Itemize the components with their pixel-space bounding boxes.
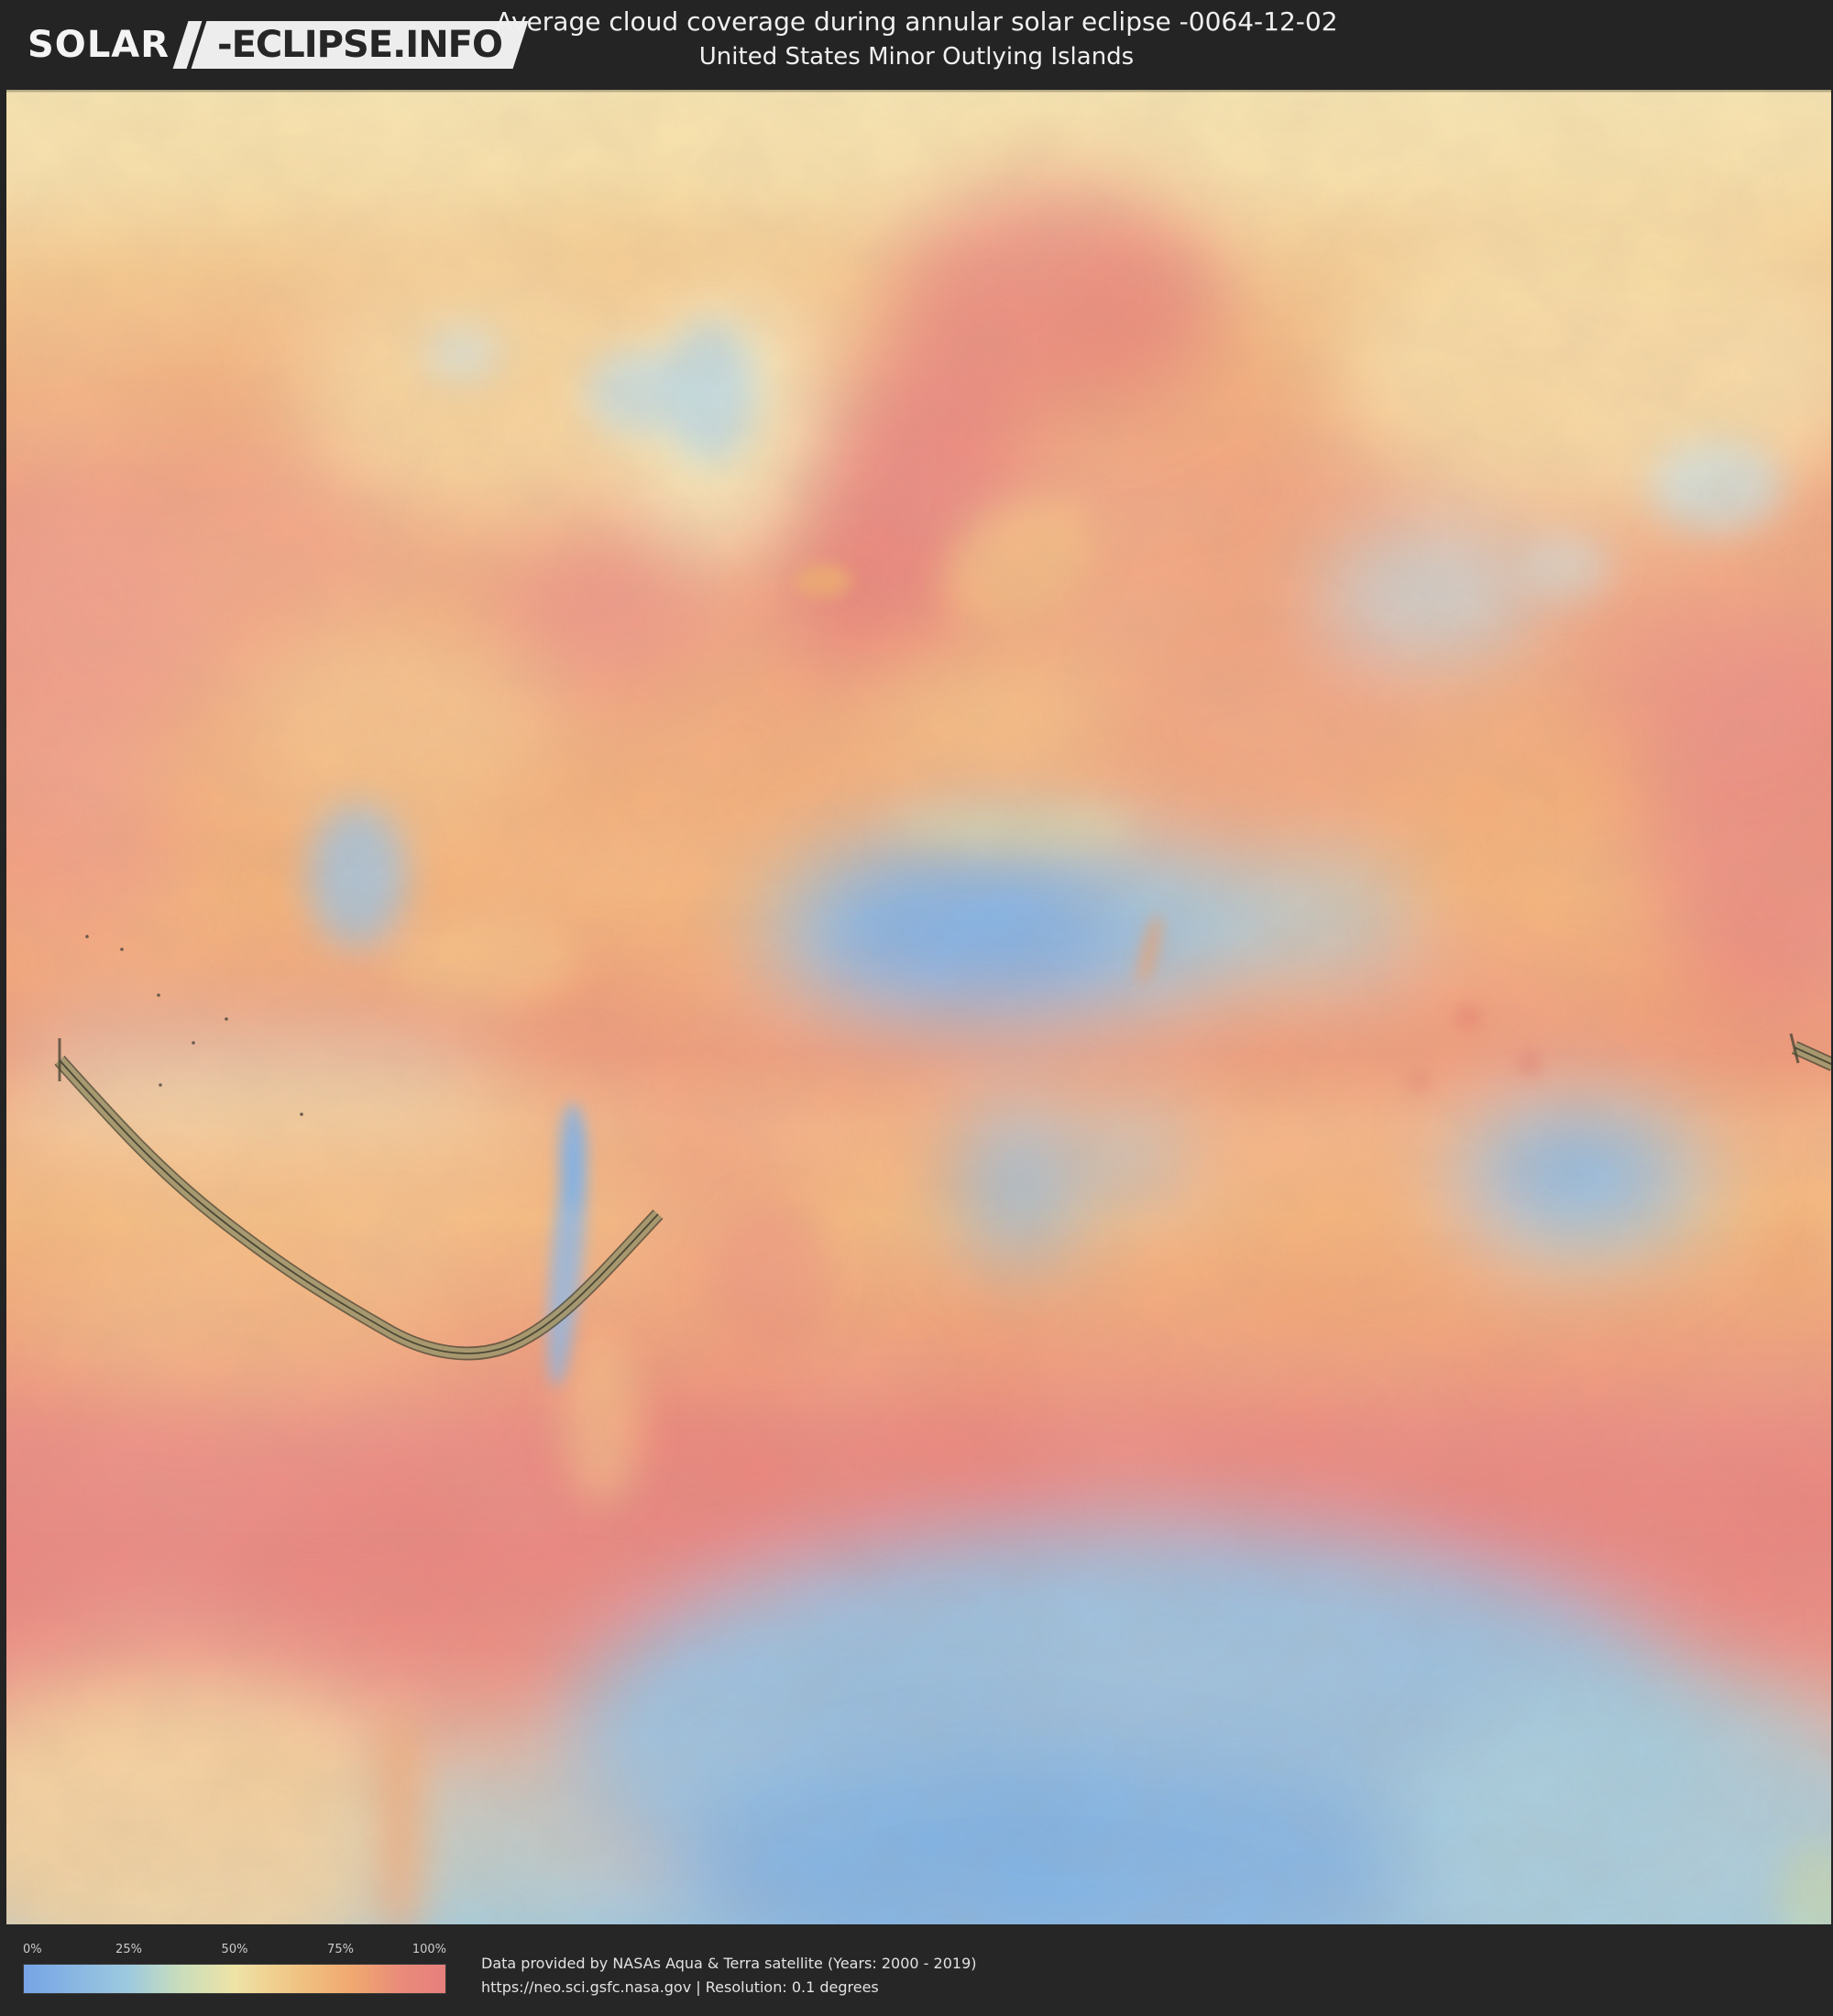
footer: 0% 25% 50% 75% 100% Data provided by NAS… <box>0 1924 1833 2016</box>
site-logo[interactable]: SOLAR -ECLIPSE.INFO <box>27 19 529 71</box>
legend-gradient-bar <box>23 1964 446 1994</box>
map-top-edge <box>6 90 1831 93</box>
title-line-1: Average cloud coverage during annular so… <box>495 6 1338 37</box>
eclipse-path <box>54 1038 664 1361</box>
legend-tick-75: 75% <box>327 1943 354 1956</box>
legend-tick-0: 0% <box>23 1943 42 1956</box>
credit-line-2: https://neo.sci.gsfc.nasa.gov | Resoluti… <box>481 1978 879 1996</box>
eclipse-path-fragment <box>1789 1033 1831 1071</box>
legend-tick-25: 25% <box>115 1943 142 1956</box>
legend-tick-labels: 0% 25% 50% 75% 100% <box>23 1943 446 1958</box>
logo-text-solar: SOLAR <box>27 24 170 66</box>
credit-line-1: Data provided by NASAs Aqua & Terra sate… <box>481 1955 977 1972</box>
data-credits: Data provided by NASAs Aqua & Terra sate… <box>481 1952 977 2000</box>
legend-tick-100: 100% <box>412 1943 446 1956</box>
color-scale-legend: 0% 25% 50% 75% 100% <box>23 1943 446 1994</box>
eclipse-center-line <box>59 1059 659 1354</box>
page-title: Average cloud coverage during annular so… <box>0 4 1833 73</box>
site-header: SOLAR -ECLIPSE.INFO Average cloud covera… <box>0 0 1833 90</box>
title-line-2: United States Minor Outlying Islands <box>698 43 1135 71</box>
cloud-coverage-map <box>6 90 1831 1924</box>
legend-tick-50: 50% <box>221 1943 248 1956</box>
map-texture-light <box>6 90 1831 1924</box>
world-cloud-map-image <box>6 90 1831 1924</box>
